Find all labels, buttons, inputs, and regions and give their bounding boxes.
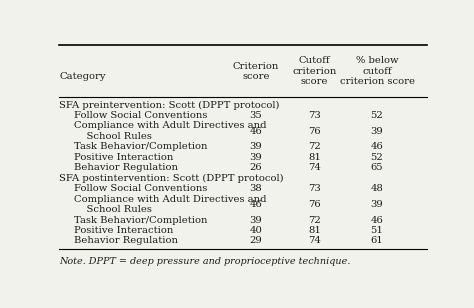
Text: Behavior Regulation: Behavior Regulation (74, 237, 178, 245)
Text: SFA preintervention: Scott (DPPT protocol): SFA preintervention: Scott (DPPT protoco… (59, 100, 280, 110)
Text: 39: 39 (371, 200, 383, 209)
Text: Follow Social Conventions: Follow Social Conventions (74, 111, 207, 120)
Text: 72: 72 (308, 142, 321, 151)
Text: Criterion
score: Criterion score (233, 62, 279, 81)
Text: 46: 46 (249, 200, 262, 209)
Text: 39: 39 (371, 127, 383, 136)
Text: 73: 73 (308, 184, 321, 193)
Text: 76: 76 (308, 200, 321, 209)
Text: 74: 74 (308, 237, 321, 245)
Text: 76: 76 (308, 127, 321, 136)
Text: 48: 48 (371, 184, 383, 193)
Text: 72: 72 (308, 216, 321, 225)
Text: 39: 39 (249, 216, 262, 225)
Text: Behavior Regulation: Behavior Regulation (74, 163, 178, 172)
Text: Positive Interaction: Positive Interaction (74, 153, 173, 162)
Text: Compliance with Adult Directives and
    School Rules: Compliance with Adult Directives and Sch… (74, 195, 266, 214)
Text: 52: 52 (371, 153, 383, 162)
Text: Cutoff
criterion
score: Cutoff criterion score (292, 56, 337, 86)
Text: 46: 46 (371, 216, 383, 225)
Text: 46: 46 (249, 127, 262, 136)
Text: 46: 46 (371, 142, 383, 151)
Text: Compliance with Adult Directives and
    School Rules: Compliance with Adult Directives and Sch… (74, 121, 266, 141)
Text: Positive Interaction: Positive Interaction (74, 226, 173, 235)
Text: Task Behavior/Completion: Task Behavior/Completion (74, 216, 208, 225)
Text: 81: 81 (308, 226, 321, 235)
Text: 39: 39 (249, 142, 262, 151)
Text: Note. DPPT = deep pressure and proprioceptive technique.: Note. DPPT = deep pressure and proprioce… (59, 257, 351, 265)
Text: 35: 35 (249, 111, 262, 120)
Text: 38: 38 (249, 184, 262, 193)
Text: 73: 73 (308, 111, 321, 120)
Text: Task Behavior/Completion: Task Behavior/Completion (74, 142, 208, 151)
Text: Category: Category (59, 71, 106, 81)
Text: 29: 29 (249, 237, 262, 245)
Text: 52: 52 (371, 111, 383, 120)
Text: 40: 40 (249, 226, 262, 235)
Text: 39: 39 (249, 153, 262, 162)
Text: % below
cutoff
criterion score: % below cutoff criterion score (339, 56, 414, 86)
Text: 65: 65 (371, 163, 383, 172)
Text: 61: 61 (371, 237, 383, 245)
Text: 26: 26 (249, 163, 262, 172)
Text: 74: 74 (308, 163, 321, 172)
Text: SFA postintervention: Scott (DPPT protocol): SFA postintervention: Scott (DPPT protoc… (59, 174, 284, 183)
Text: Follow Social Conventions: Follow Social Conventions (74, 184, 207, 193)
Text: 81: 81 (308, 153, 321, 162)
Text: 51: 51 (371, 226, 383, 235)
